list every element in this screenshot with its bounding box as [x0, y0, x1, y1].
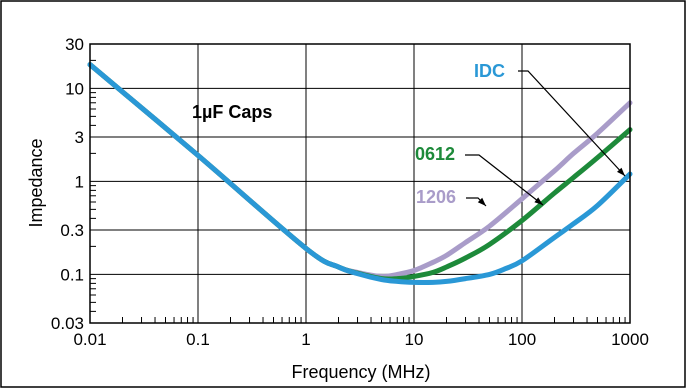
series-line-1206 — [87, 62, 633, 279]
leader-line-idc — [518, 70, 626, 177]
y-tick-label: 0.3 — [60, 221, 84, 240]
series-annotations: 1206 0612 IDC — [415, 61, 626, 207]
x-tick-label: 1000 — [611, 330, 649, 349]
x-tick-label: 0.01 — [73, 330, 106, 349]
series-line-idc — [87, 62, 633, 285]
y-axis-label: Impedance — [26, 138, 46, 227]
minor-ticks — [90, 59, 626, 323]
tick-labels: 0.01 0.1 1 10 100 1000 0.03 0.1 0.3 1 3 10 30 — [51, 35, 649, 349]
leader-line-0612 — [465, 154, 544, 206]
y-tick-label: 1 — [75, 172, 84, 191]
series-label-idc: IDC — [474, 61, 505, 81]
x-axis-label: Frequency (MHz) — [291, 362, 430, 382]
x-tick-label: 100 — [508, 330, 536, 349]
x-tick-label: 1 — [301, 330, 310, 349]
series-label-0612: 0612 — [415, 144, 455, 164]
plot-area-border — [89, 43, 631, 324]
caps-annotation: 1µF Caps — [192, 102, 272, 122]
arrowhead-0612 — [534, 197, 543, 205]
y-tick-label: 0.03 — [51, 314, 84, 333]
x-tick-label: 0.1 — [186, 330, 210, 349]
arrowhead-1206 — [477, 197, 486, 206]
y-tick-label: 30 — [65, 35, 84, 54]
series-line-0612 — [87, 62, 633, 282]
series-label-1206: 1206 — [416, 187, 456, 207]
grid — [89, 43, 631, 324]
x-tick-label: 10 — [405, 330, 424, 349]
arrowhead-idc — [617, 167, 625, 176]
y-tick-label: 3 — [75, 128, 84, 147]
series-lines — [87, 62, 633, 285]
y-tick-label: 0.1 — [60, 265, 84, 284]
y-tick-label: 10 — [65, 79, 84, 98]
